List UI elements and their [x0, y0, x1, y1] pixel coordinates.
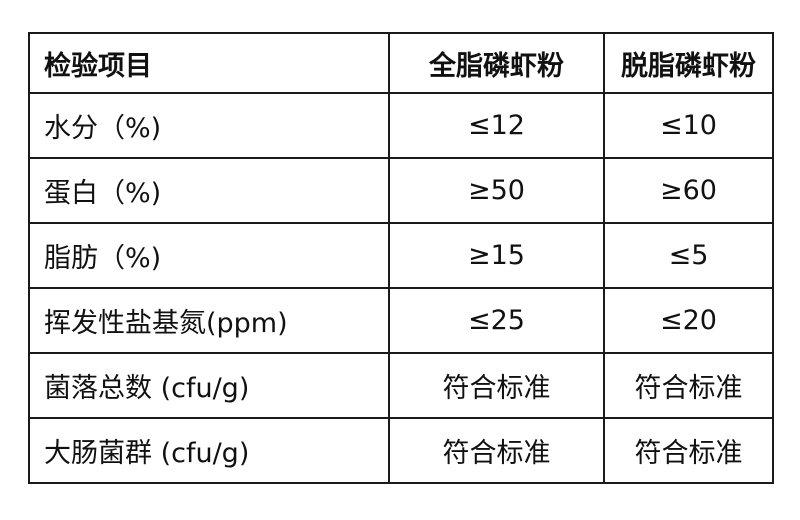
- item-cell: 蛋白（%): [28, 157, 390, 224]
- header-item: 检验项目: [28, 32, 390, 94]
- item-cell: 大肠菌群 (cfu/g): [28, 417, 390, 484]
- item-cell: 脂肪（%): [28, 222, 390, 289]
- defatted-cell: ≤20: [603, 287, 774, 354]
- table-row: 水分（%) ≤12 ≤10: [28, 92, 774, 159]
- full-fat-cell: ≥50: [388, 157, 605, 224]
- header-row: 检验项目 全脂磷虾粉 脱脂磷虾粉: [28, 32, 774, 94]
- defatted-cell: ≤10: [603, 92, 774, 159]
- table-row: 蛋白（%) ≥50 ≥60: [28, 157, 774, 224]
- full-fat-cell: 符合标准: [388, 417, 605, 484]
- table-row: 挥发性盐基氮(ppm) ≤25 ≤20: [28, 287, 774, 354]
- table-row: 大肠菌群 (cfu/g) 符合标准 符合标准: [28, 417, 774, 484]
- header-full-fat: 全脂磷虾粉: [388, 32, 605, 94]
- defatted-cell: 符合标准: [603, 352, 774, 419]
- spec-table: 检验项目 全脂磷虾粉 脱脂磷虾粉 水分（%) ≤12 ≤10 蛋白（%) ≥50…: [28, 32, 774, 484]
- defatted-cell: ≤5: [603, 222, 774, 289]
- table-row: 菌落总数 (cfu/g) 符合标准 符合标准: [28, 352, 774, 419]
- full-fat-cell: ≤12: [388, 92, 605, 159]
- defatted-cell: 符合标准: [603, 417, 774, 484]
- item-cell: 菌落总数 (cfu/g): [28, 352, 390, 419]
- table-row: 脂肪（%) ≥15 ≤5: [28, 222, 774, 289]
- defatted-cell: ≥60: [603, 157, 774, 224]
- full-fat-cell: ≥15: [388, 222, 605, 289]
- item-cell: 挥发性盐基氮(ppm): [28, 287, 390, 354]
- full-fat-cell: ≤25: [388, 287, 605, 354]
- header-defatted: 脱脂磷虾粉: [603, 32, 774, 94]
- item-cell: 水分（%): [28, 92, 390, 159]
- full-fat-cell: 符合标准: [388, 352, 605, 419]
